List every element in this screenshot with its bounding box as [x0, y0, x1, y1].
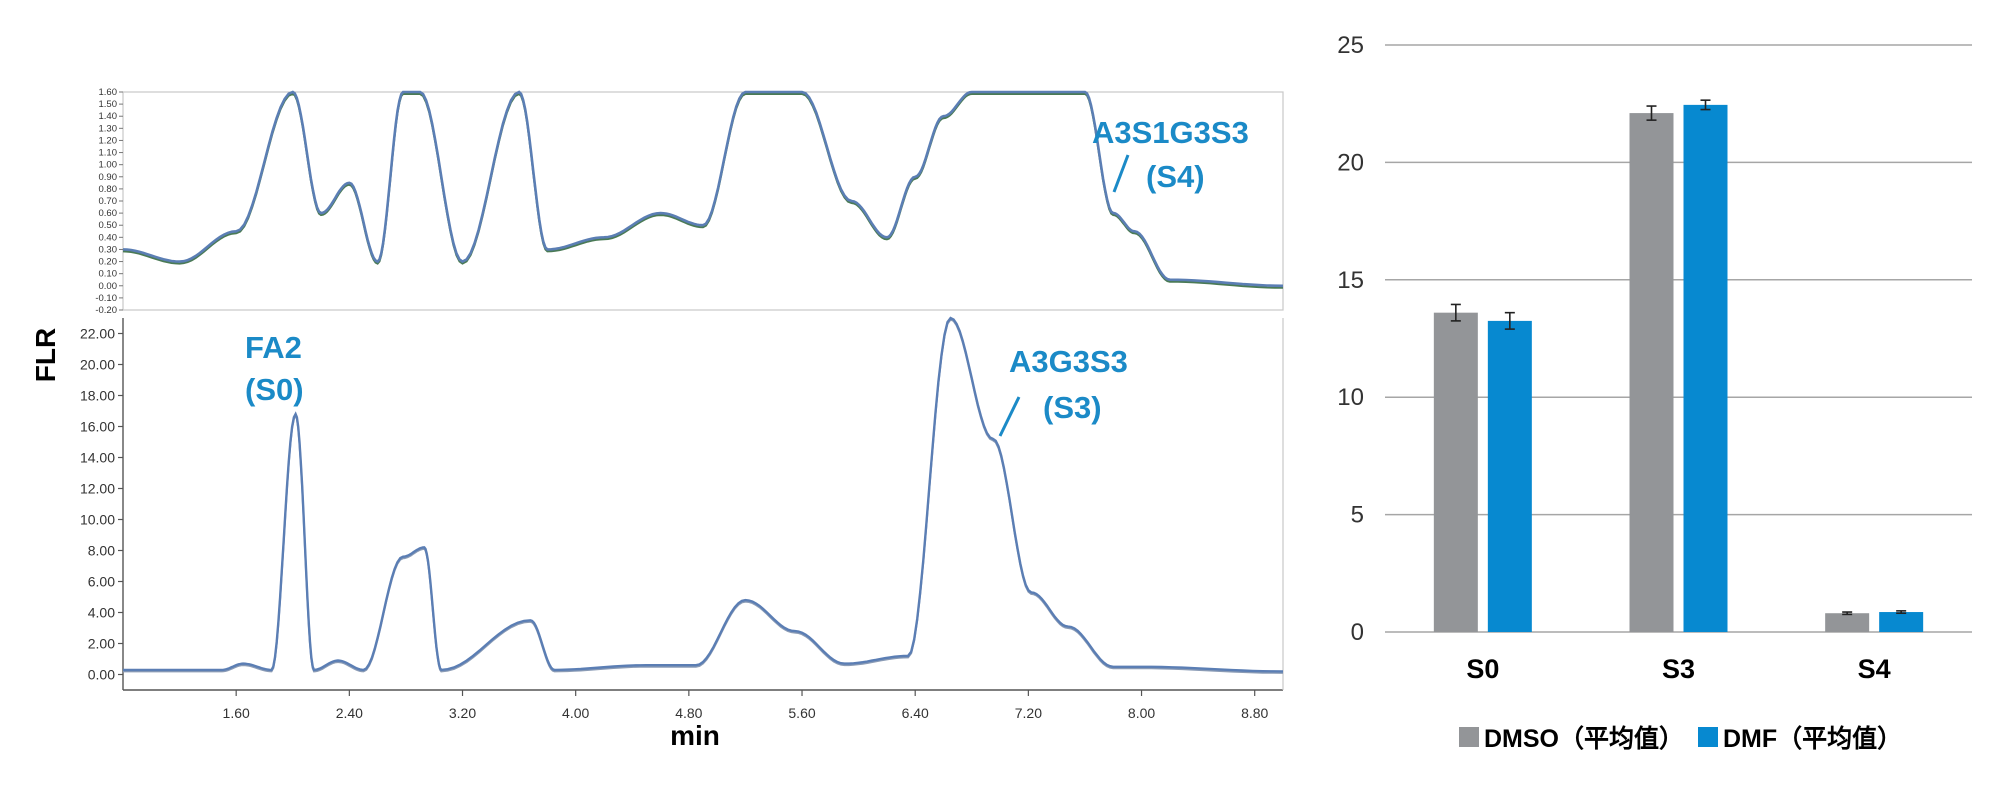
bar-category-labels: S0 S3 S4	[1466, 654, 1890, 684]
top-y-tick-label-5: 1.10	[99, 148, 118, 159]
bottom-y-tick-label-5: 12.00	[80, 481, 115, 497]
bottom-x-tick-label-8: 8.00	[1128, 705, 1155, 721]
top-y-tick-label-16: 0.00	[99, 281, 118, 292]
bottom-x-tick-label-1: 2.40	[336, 705, 363, 721]
x-axis-title: min	[670, 720, 720, 751]
top-y-tick-label-6: 1.00	[99, 160, 118, 171]
bar-y-tick-label-3: 15	[1337, 267, 1364, 294]
bar-category-label-S4: S4	[1858, 654, 1891, 684]
top-y-tick-label-8: 0.80	[99, 184, 118, 195]
bottom-y-tick-label-8: 6.00	[88, 574, 115, 590]
top-peak-pointer-line	[1112, 154, 1130, 193]
top-chromatogram: 1.601.501.401.301.20 1.101.000.900.800.70…	[95, 87, 1284, 316]
bar-chart: 0 5 10 15 20 25 S0 S3 S4 DMSO（平均值） DMF（平均值）	[1337, 32, 1972, 753]
bar-S3-series-1	[1683, 104, 1728, 632]
bottom-x-tick-label-3: 4.00	[562, 705, 589, 721]
bar-S0-series-0	[1433, 312, 1478, 632]
bar-category-label-S3: S3	[1662, 654, 1695, 684]
legend-label-dmf: DMF（平均值）	[1723, 724, 1902, 753]
bottom-y-ticks: 22.00 20.00 18.00 16.00 14.00 12.00 10.00 8.00 6…	[80, 326, 123, 683]
y-axis-title: FLR	[30, 328, 61, 382]
a3g3s3-peak-label: A3G3S3	[1009, 344, 1128, 379]
bottom-y-tick-label-3: 16.00	[80, 419, 115, 435]
a3g3s3-pointer-line	[998, 396, 1021, 437]
bar-S0-series-1	[1487, 320, 1532, 632]
bar-S3-series-0	[1629, 113, 1674, 633]
bar-S4-series-1	[1879, 612, 1924, 632]
top-trace-series-b	[122, 90, 1284, 288]
bottom-x-tick-label-9: 8.80	[1241, 705, 1268, 721]
top-y-tick-label-10: 0.60	[99, 208, 118, 219]
bottom-x-tick-label-6: 6.40	[902, 705, 929, 721]
top-y-tick-label-12: 0.40	[99, 232, 118, 243]
bottom-chromatogram: 22.00 20.00 18.00 16.00 14.00 12.00 10.00 8.00 6…	[30, 316, 1284, 751]
top-y-ticks: 1.601.501.401.301.20 1.101.000.900.800.70…	[95, 87, 123, 316]
top-y-tick-label-0: 1.60	[99, 87, 118, 98]
bar-y-tick-label-1: 5	[1351, 502, 1364, 529]
bottom-y-tick-label-0: 22.00	[80, 326, 115, 342]
top-y-tick-label-17: -0.10	[95, 293, 117, 304]
bar-gridlines	[1385, 44, 1972, 633]
legend-swatch-dmso	[1459, 727, 1479, 747]
top-peak-group-label: (S4)	[1146, 159, 1205, 194]
bottom-y-tick-label-4: 14.00	[80, 450, 115, 466]
bottom-x-tick-label-0: 1.60	[223, 705, 250, 721]
bottom-y-tick-label-7: 8.00	[88, 543, 115, 559]
bottom-y-tick-label-9: 4.00	[88, 605, 115, 621]
bar-S4-series-0	[1825, 613, 1870, 632]
legend-label-dmso: DMSO（平均值）	[1484, 724, 1684, 753]
bar-y-tick-label-5: 25	[1337, 32, 1364, 59]
bar-category-label-S0: S0	[1466, 654, 1499, 684]
fa2-peak-sub-label: (S0)	[245, 372, 304, 407]
bottom-x-tick-label-4: 4.80	[675, 705, 702, 721]
top-y-tick-label-11: 0.50	[99, 220, 118, 231]
top-y-tick-label-13: 0.30	[99, 244, 118, 255]
bar-y-tick-label-4: 20	[1337, 149, 1364, 176]
bar-y-tick-label-0: 0	[1351, 619, 1364, 646]
bar-error-bars	[1450, 99, 1907, 616]
bottom-y-tick-label-1: 20.00	[80, 357, 115, 373]
fa2-peak-label: FA2	[245, 330, 302, 365]
bottom-trace-series-b	[123, 316, 1284, 673]
top-y-tick-label-18: -0.20	[95, 305, 117, 316]
top-y-tick-label-4: 1.20	[99, 135, 118, 146]
top-y-tick-label-7: 0.90	[99, 172, 118, 183]
legend-swatch-dmf	[1698, 727, 1718, 747]
top-y-tick-label-15: 0.10	[99, 269, 118, 280]
bottom-x-tick-label-5: 5.60	[788, 705, 815, 721]
top-y-tick-label-14: 0.20	[99, 257, 118, 268]
bottom-y-tick-label-2: 18.00	[80, 388, 115, 404]
bottom-x-ticks: 1.60 2.40 3.20 4.00 4.80 5.60 6.40 7.20 8.00 8.80	[223, 690, 1269, 721]
bar-marks	[1433, 104, 1924, 633]
top-y-tick-label-9: 0.70	[99, 196, 118, 207]
bottom-x-tick-label-2: 3.20	[449, 705, 476, 721]
bar-y-ticks: 0 5 10 15 20 25	[1337, 32, 1364, 646]
bottom-y-tick-label-6: 10.00	[80, 512, 115, 528]
top-y-tick-label-2: 1.40	[99, 111, 118, 122]
bottom-y-tick-label-11: 0.00	[88, 667, 115, 683]
bar-legend: DMSO（平均值） DMF（平均值）	[1459, 724, 1902, 753]
bottom-y-tick-label-10: 2.00	[88, 636, 115, 652]
bar-y-tick-label-2: 10	[1337, 384, 1364, 411]
top-y-tick-label-3: 1.30	[99, 123, 118, 134]
a3g3s3-peak-sub-label: (S3)	[1043, 390, 1102, 425]
top-y-tick-label-1: 1.50	[99, 99, 118, 110]
top-peak-label: A3S1G3S3	[1092, 115, 1249, 150]
bottom-x-tick-label-7: 7.20	[1015, 705, 1042, 721]
